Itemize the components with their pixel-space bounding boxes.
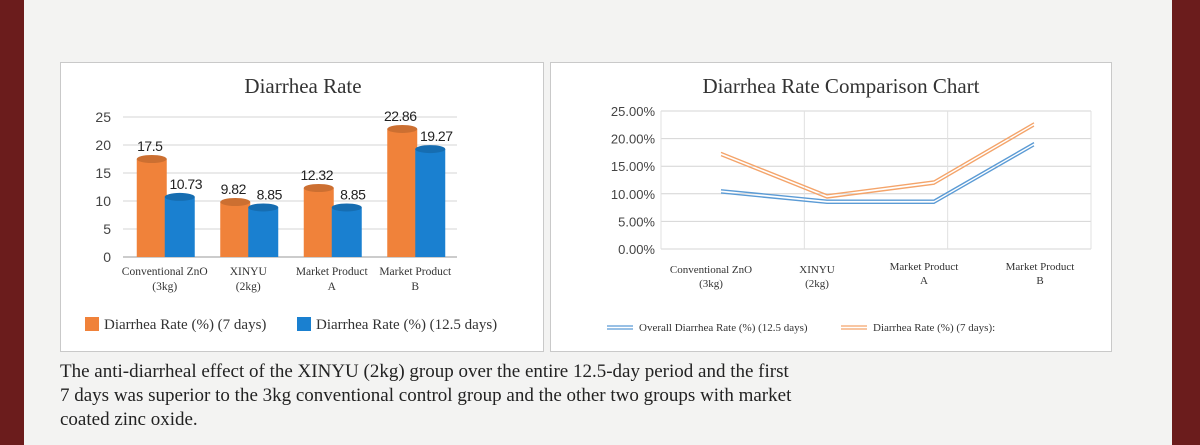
y-tick-label: 20 <box>95 137 111 153</box>
series-line-7-days <box>720 122 1035 196</box>
y-tick-label: 5.00% <box>618 214 655 229</box>
x-tick-label: (3kg) <box>699 278 723 290</box>
y-tick-label: 25.00% <box>611 104 656 119</box>
x-tick-label: (2kg) <box>236 281 261 293</box>
bar-7-days <box>387 128 418 257</box>
data-label: 10.73 <box>169 176 202 192</box>
legend-swatch <box>297 317 311 331</box>
x-tick-label: XINYU <box>230 266 268 278</box>
bar-12-5-days <box>331 207 362 257</box>
y-tick-label: 0 <box>103 249 111 265</box>
data-label: 17.5 <box>137 138 163 154</box>
x-tick-label: A <box>328 281 337 293</box>
caption-line: 7 days was superior to the 3kg conventio… <box>60 385 792 406</box>
bar-chart: Diarrhea Rate 0 5 10 15 20 25 17.5 10.73 Conventi… <box>85 74 497 333</box>
data-label: 9.82 <box>221 181 247 197</box>
y-tick-label: 20.00% <box>611 132 656 147</box>
y-tick-label: 25 <box>95 109 111 125</box>
bar-top <box>220 198 251 207</box>
y-tick-label: 0.00% <box>618 242 655 257</box>
bar-top <box>331 203 362 212</box>
bar-chart-panel: Diarrhea Rate 0 5 10 15 20 25 17.5 10.73 Conventi… <box>60 62 544 352</box>
bar-top <box>248 203 279 212</box>
data-label: 19.27 <box>420 128 453 144</box>
y-tick-label: 15 <box>95 165 111 181</box>
x-tick-label: Market Product <box>1006 261 1075 273</box>
y-tick-label: 15.00% <box>611 159 656 174</box>
x-tick-label: XINYU <box>799 264 834 276</box>
caption-line: The anti-diarrheal effect of the XINYU (… <box>60 361 789 382</box>
chart-title: Diarrhea Rate Comparison Chart <box>703 74 980 98</box>
page: Diarrhea Rate 0 5 10 15 20 25 17.5 10.73 Conventi… <box>24 0 1172 445</box>
x-tick-label: Conventional ZnO <box>670 264 752 276</box>
legend-label: Overall Diarrhea Rate (%) (12.5 days) <box>639 322 808 334</box>
data-label: 8.85 <box>257 186 283 202</box>
y-tick-label: 10.00% <box>611 187 656 202</box>
line-chart: Diarrhea Rate Comparison Chart 0.00% 5.00%… <box>607 74 1092 334</box>
data-label: 8.85 <box>340 186 366 202</box>
bar-top <box>303 184 334 193</box>
x-tick-label: (2kg) <box>805 278 829 290</box>
bar-7-days <box>220 202 251 257</box>
x-tick-label: B <box>411 281 419 293</box>
series-line-7-days <box>720 125 1035 199</box>
chart-title: Diarrhea Rate <box>244 74 361 98</box>
y-tick-label: 10 <box>95 193 111 209</box>
series-line-12-5-days <box>720 142 1035 201</box>
data-label: 22.86 <box>384 108 417 124</box>
legend-label: Diarrhea Rate (%) (7 days) <box>104 317 266 333</box>
x-tick-label: Market Product <box>379 266 452 278</box>
legend-label: Diarrhea Rate (%) (7 days): <box>873 322 995 334</box>
series-line-12-5-days <box>720 145 1035 205</box>
legend-swatch <box>85 317 99 331</box>
x-tick-label: A <box>920 275 928 287</box>
x-tick-label: Market Product <box>296 266 369 278</box>
bar-top <box>136 155 167 163</box>
line-chart-panel: Diarrhea Rate Comparison Chart 0.00% 5.00%… <box>550 62 1112 352</box>
bar-top <box>164 192 195 201</box>
data-label: 12.32 <box>300 167 333 183</box>
legend-label: Diarrhea Rate (%) (12.5 days) <box>316 317 497 333</box>
bar-12-5-days <box>415 149 446 257</box>
x-tick-label: Market Product <box>890 261 959 273</box>
caption: The anti-diarrheal effect of the XINYU (… <box>60 360 860 432</box>
caption-line: coated zinc oxide. <box>60 409 198 430</box>
x-tick-label: B <box>1036 275 1043 287</box>
bar-top <box>415 145 446 154</box>
bar-12-5-days <box>164 196 195 257</box>
x-tick-label: (3kg) <box>152 281 177 293</box>
bar-12-5-days <box>248 207 279 257</box>
y-tick-label: 5 <box>103 221 111 237</box>
bar-top <box>387 124 418 133</box>
x-tick-label: Conventional ZnO <box>122 266 208 278</box>
bar-7-days <box>303 188 334 257</box>
bar-7-days <box>136 159 167 257</box>
